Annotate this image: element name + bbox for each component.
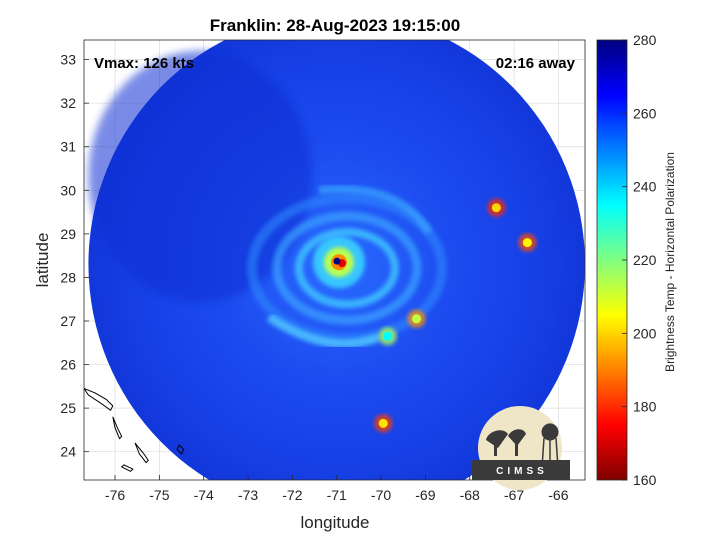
coastline [176,444,185,455]
time-offset-annotation: 02:16 away [496,55,576,72]
colorbar-tick-label: 180 [633,399,657,415]
x-tick-label: -68 [460,487,480,503]
warm-spot [522,238,532,248]
x-tick-label: -72 [282,487,302,503]
storm-features [246,185,537,433]
y-tick-label: 27 [60,313,76,329]
water-tower-icon [541,423,559,469]
rainband [246,193,447,344]
x-axis-label: longitude [300,513,369,532]
coastline [84,387,114,412]
x-tick-label: -69 [415,487,435,503]
y-tick-label: 32 [60,95,76,111]
x-axis-ticks: -76 -75 -74 -73 -72 -71 -70 -69 -68 -67 -66 [105,475,569,503]
x-tick-label: -67 [504,487,524,503]
colorbar: 160 180 200 220 240 260 280 Brightness Temp - … [596,32,677,488]
colorbar-tick-label: 240 [633,179,657,195]
x-tick-label: -71 [327,487,347,503]
coastline [120,464,134,472]
y-tick-label: 30 [60,182,76,198]
rainband [294,228,399,309]
coastline [134,442,149,464]
x-tick-label: -73 [238,487,258,503]
colorbar-tick-label: 160 [633,472,657,488]
x-tick-label: -75 [149,487,169,503]
y-tick-label: 28 [60,269,76,285]
colorbar-tick-label: 260 [633,105,657,121]
warm-spot [378,418,388,428]
x-tick-label: -70 [371,487,391,503]
x-tick-label: -66 [548,487,568,503]
colorbar-ticks: 160 180 200 220 240 260 280 [622,32,657,488]
y-tick-label: 24 [60,444,76,460]
y-axis-label: latitude [33,233,52,288]
colorbar-label: Brightness Temp - Horizontal Polarizatio… [663,152,677,372]
warm-spot [412,314,422,324]
x-tick-label: -74 [194,487,214,503]
y-tick-label: 25 [60,400,76,416]
chart-title: Franklin: 28-Aug-2023 19:15:00 [210,16,460,35]
y-tick-label: 31 [60,139,76,155]
warm-spot [383,331,393,341]
y-tick-label: 29 [60,226,76,242]
colorbar-tick-label: 220 [633,252,657,268]
logo-banner [472,460,570,480]
satellite-dish-icon [486,429,526,456]
cimss-logo: CIMSS [472,406,570,490]
storm-eye [333,257,341,265]
rainband [272,211,422,325]
y-axis-ticks: 24 25 26 27 28 29 30 31 32 33 [60,52,89,460]
axes-box [83,39,586,481]
coastlines [84,387,185,472]
rainband-north [318,185,433,235]
y-tick-label: 33 [60,52,76,68]
colorbar-tick-label: 280 [633,32,657,48]
colorbar-tick-label: 200 [633,325,657,341]
warm-spot [491,203,501,213]
x-tick-label: -76 [105,487,125,503]
logo-text: CIMSS [496,466,548,477]
coastline [112,416,123,440]
vmax-annotation: Vmax: 126 kts [94,55,194,72]
rainband-south [266,313,381,349]
y-tick-label: 26 [60,357,76,373]
